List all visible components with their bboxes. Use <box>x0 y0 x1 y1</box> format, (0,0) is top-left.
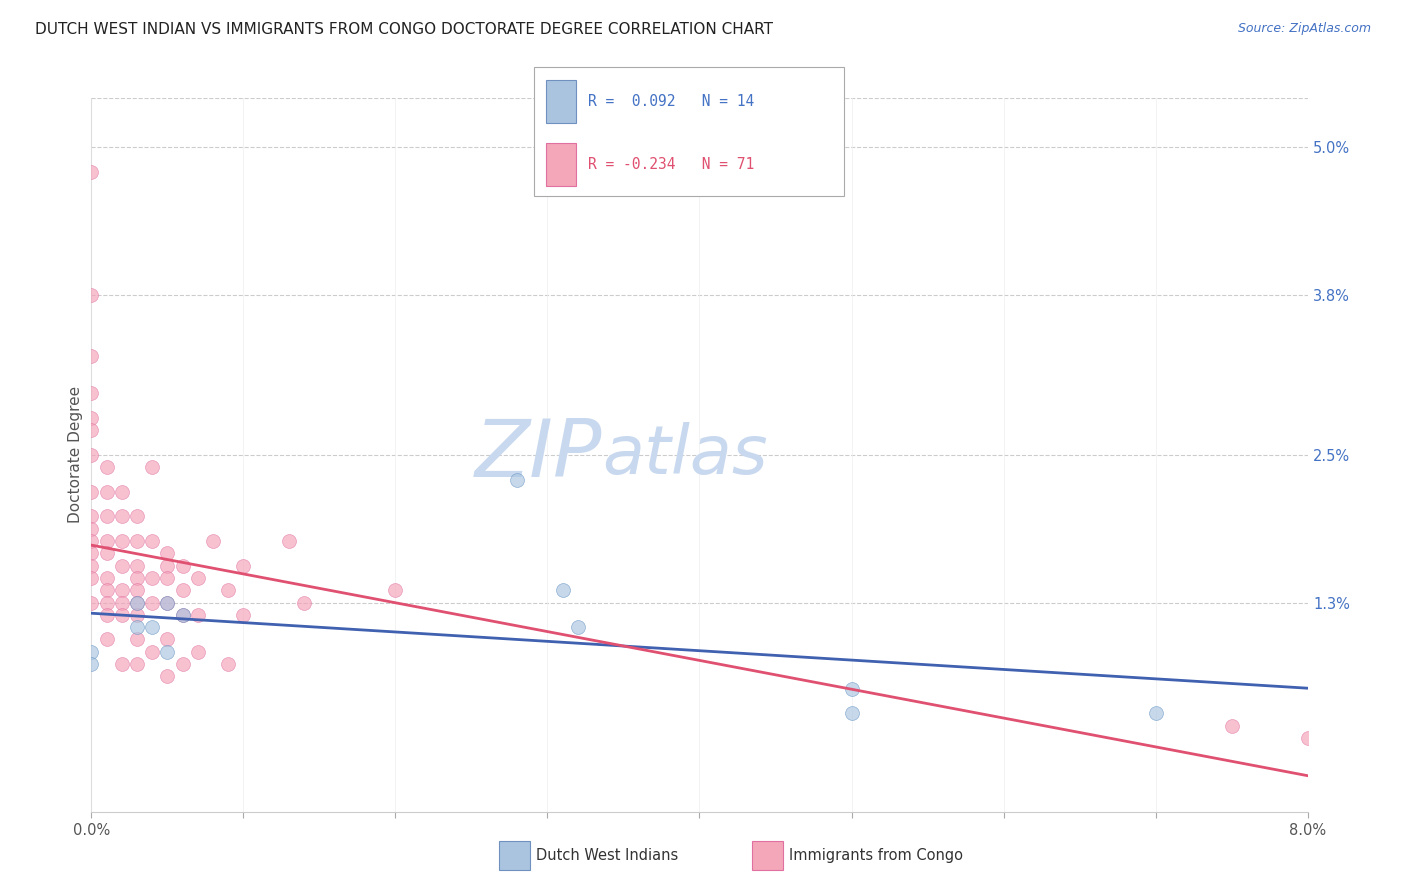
Text: Dutch West Indians: Dutch West Indians <box>536 848 678 863</box>
Point <box>172 558 194 573</box>
Point <box>202 534 225 549</box>
Point <box>96 534 118 549</box>
Point <box>125 620 148 634</box>
Text: ZIP: ZIP <box>475 416 602 494</box>
Point <box>156 645 179 659</box>
Point <box>156 596 179 610</box>
Point <box>125 607 148 622</box>
Point <box>567 620 589 634</box>
Point <box>172 607 194 622</box>
Point <box>80 423 103 437</box>
Point <box>292 596 315 610</box>
Point <box>156 558 179 573</box>
Point <box>141 534 163 549</box>
Text: atlas: atlas <box>602 422 768 488</box>
Point <box>217 583 239 598</box>
Point <box>187 645 209 659</box>
Point <box>125 596 148 610</box>
Point <box>141 596 163 610</box>
Point <box>217 657 239 671</box>
Point <box>80 350 103 364</box>
Point <box>111 583 134 598</box>
Point <box>125 632 148 647</box>
Point <box>80 546 103 560</box>
Point <box>80 657 103 671</box>
Point <box>125 534 148 549</box>
Point <box>125 558 148 573</box>
Point <box>841 681 863 696</box>
Point <box>80 522 103 536</box>
Text: R = -0.234   N = 71: R = -0.234 N = 71 <box>588 157 754 171</box>
Point <box>1220 718 1243 732</box>
Point <box>172 607 194 622</box>
Point <box>156 546 179 560</box>
Point <box>80 596 103 610</box>
Point <box>156 596 179 610</box>
Point <box>80 534 103 549</box>
Text: Source: ZipAtlas.com: Source: ZipAtlas.com <box>1237 22 1371 36</box>
Point <box>551 583 574 598</box>
Point <box>80 509 103 524</box>
Point <box>80 165 103 179</box>
Point <box>187 607 209 622</box>
Point <box>156 571 179 585</box>
Y-axis label: Doctorate Degree: Doctorate Degree <box>67 386 83 524</box>
Point <box>96 583 118 598</box>
Point <box>141 460 163 475</box>
Point <box>125 657 148 671</box>
Point <box>96 484 118 499</box>
Point <box>96 460 118 475</box>
Point <box>125 571 148 585</box>
Point <box>111 657 134 671</box>
Point <box>125 596 148 610</box>
Point <box>187 571 209 585</box>
Point <box>141 620 163 634</box>
Point <box>80 645 103 659</box>
Point <box>1296 731 1319 745</box>
Point <box>384 583 406 598</box>
Point <box>96 509 118 524</box>
Point <box>141 571 163 585</box>
Point <box>96 632 118 647</box>
Point <box>80 448 103 462</box>
Point <box>111 558 134 573</box>
Point <box>172 583 194 598</box>
Text: R =  0.092   N = 14: R = 0.092 N = 14 <box>588 95 754 109</box>
Point <box>80 558 103 573</box>
Point <box>111 607 134 622</box>
Point <box>111 484 134 499</box>
Point <box>96 546 118 560</box>
Point <box>80 411 103 425</box>
Point <box>111 596 134 610</box>
Point <box>232 607 254 622</box>
Point <box>96 607 118 622</box>
Point <box>80 484 103 499</box>
Point <box>96 571 118 585</box>
Point <box>841 706 863 721</box>
Point <box>141 645 163 659</box>
Point <box>80 571 103 585</box>
Point <box>80 386 103 401</box>
Text: DUTCH WEST INDIAN VS IMMIGRANTS FROM CONGO DOCTORATE DEGREE CORRELATION CHART: DUTCH WEST INDIAN VS IMMIGRANTS FROM CON… <box>35 22 773 37</box>
Point <box>1144 706 1167 721</box>
Point <box>111 509 134 524</box>
Text: Immigrants from Congo: Immigrants from Congo <box>789 848 963 863</box>
Point <box>156 632 179 647</box>
Point <box>80 288 103 302</box>
Point <box>278 534 301 549</box>
Point <box>506 473 529 487</box>
Point <box>125 583 148 598</box>
Point <box>156 669 179 683</box>
Point <box>172 657 194 671</box>
Point <box>125 509 148 524</box>
Point <box>232 558 254 573</box>
Point <box>111 534 134 549</box>
Point <box>96 596 118 610</box>
